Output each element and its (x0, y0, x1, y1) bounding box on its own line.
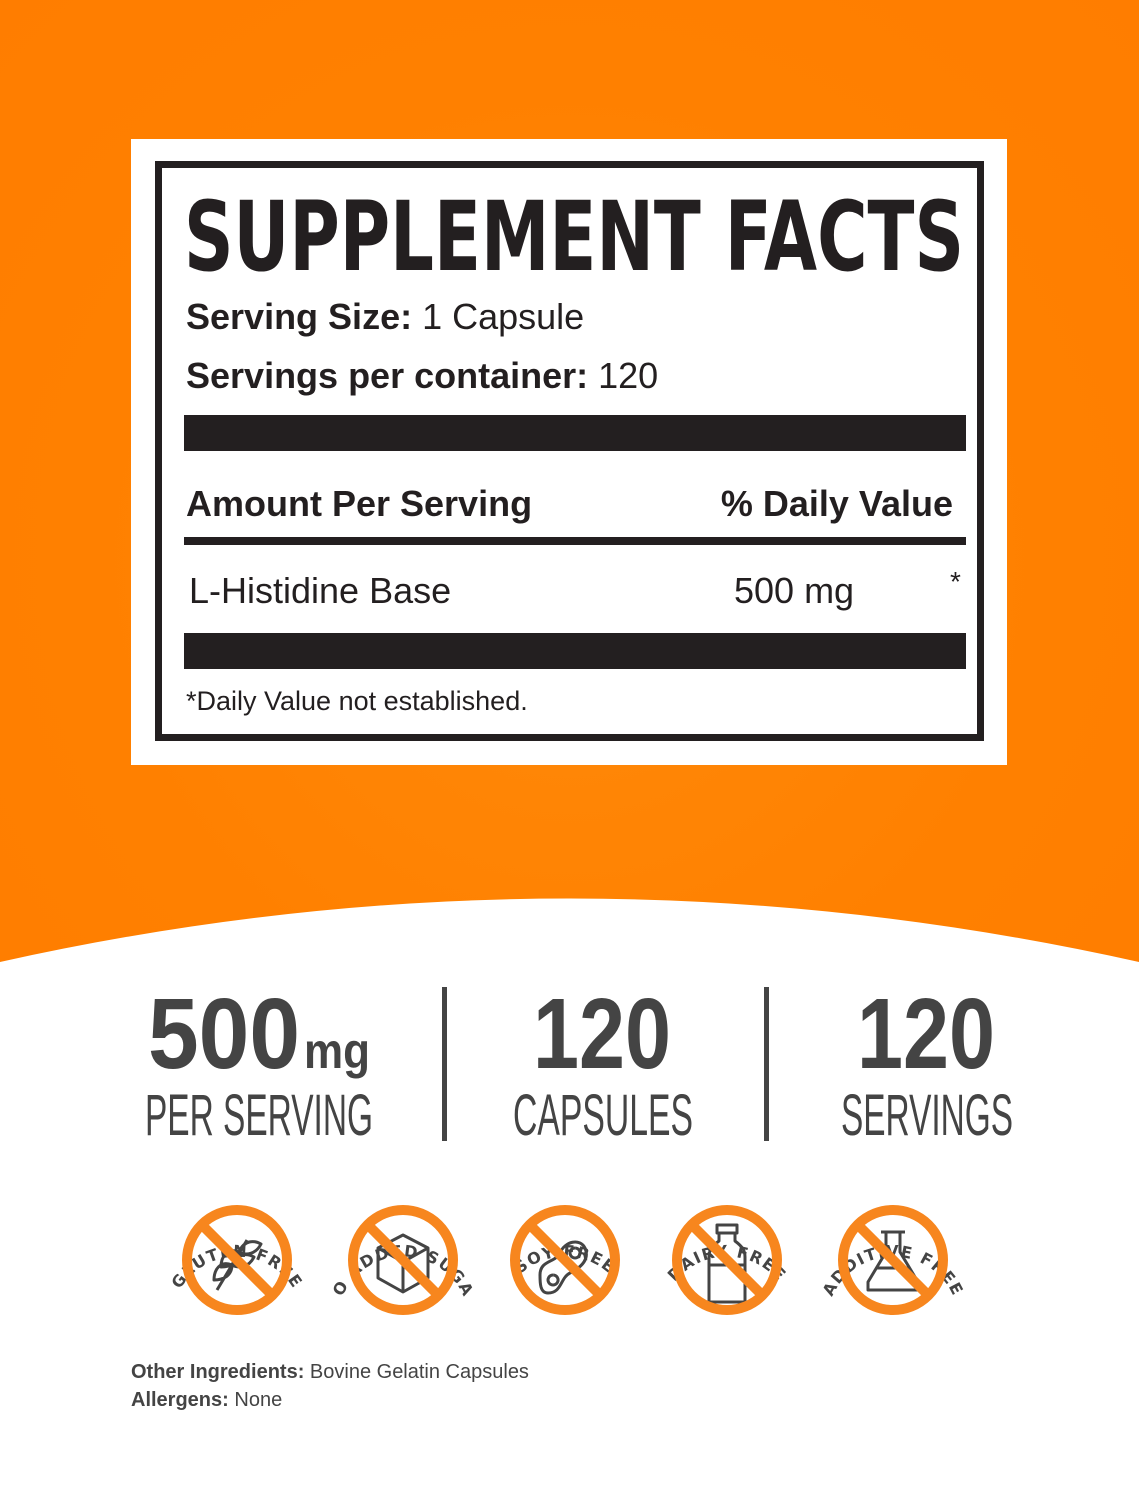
medium-divider (184, 537, 966, 545)
ingredient-amount: 500 mg (734, 570, 855, 611)
wheat-icon (212, 1239, 263, 1291)
facts-title: SUPPLEMENT FACTS (184, 190, 964, 280)
stat-label: CAPSULES (513, 1083, 693, 1145)
amount-header-text: Amount Per Serving (186, 483, 533, 524)
prohibition-slash-icon (526, 1221, 604, 1299)
stat-servings: 120 SERVINGS (841, 985, 1013, 1145)
prohibition-circle-icon (838, 1205, 948, 1315)
allergens-value: None (234, 1389, 283, 1411)
badge-additive-free: ADDITIVE FREE (819, 1205, 966, 1315)
footnote: *Daily Value not established. (186, 686, 528, 716)
prohibition-slash-icon (198, 1221, 276, 1299)
servings-per-container: Servings per container: 120 (186, 355, 658, 397)
badge-no-added-sugar: NO ADDED SUGAR (329, 1205, 476, 1315)
stat-divider (764, 987, 769, 1141)
amount-header: Amount Per Serving (186, 483, 532, 525)
badges-row: GLUTEN FREENO ADDED SUGAR SOY FREE DAIRY F… (167, 1205, 966, 1315)
dv-header-text: % Daily Value (720, 483, 953, 524)
thick-divider-bottom (184, 633, 966, 669)
prohibition-circle-icon (672, 1205, 782, 1315)
servings-value: 120 (598, 355, 659, 396)
servings-label: Servings per container: (186, 355, 589, 396)
stat-per-serving: 500 mg PER SERVING (145, 985, 373, 1145)
prohibition-slash-icon (364, 1221, 442, 1299)
allergens-label: Allergens: (131, 1389, 229, 1411)
thick-divider (184, 415, 966, 451)
prohibition-circle-icon (348, 1205, 458, 1315)
stat-unit: mg (304, 1023, 370, 1079)
dv-header: % Daily Value (721, 483, 953, 525)
facts-title-wrap: SUPPLEMENT FACTS (184, 190, 964, 280)
white-curve (0, 898, 1139, 1010)
prohibition-slash-icon (854, 1221, 932, 1299)
ingredient-name: L-Histidine Base (189, 570, 452, 611)
prohibition-circle-icon (510, 1205, 620, 1315)
stat-value: 120 (533, 985, 671, 1090)
stat-label: PER SERVING (145, 1083, 373, 1145)
supplement-facts-panel: SUPPLEMENT FACTS Serving Size: 1 Capsule… (131, 139, 1007, 765)
badge-soy-free: SOY FREE (510, 1205, 620, 1315)
facts-frame: SUPPLEMENT FACTS Serving Size: 1 Capsule… (155, 161, 984, 741)
stat-label: SERVINGS (841, 1083, 1013, 1145)
other-ingredients-label: Other Ingredients: (131, 1361, 305, 1383)
stat-capsules: 120 CAPSULES (513, 985, 693, 1145)
stat-divider (442, 987, 447, 1141)
prohibition-circle-icon (182, 1205, 292, 1315)
badge-dairy-free: DAIRY FREE (664, 1205, 789, 1315)
badge-gluten-free: GLUTEN FREE (167, 1205, 305, 1315)
serving-size-value: 1 Capsule (422, 296, 585, 337)
serving-size: Serving Size: 1 Capsule (186, 296, 584, 338)
prohibition-slash-icon (688, 1221, 766, 1299)
allergens: Allergens: None (131, 1389, 282, 1412)
ingredient-dv: * (950, 566, 961, 597)
stat-value: 120 (857, 985, 995, 1090)
stat-value: 500 (148, 985, 300, 1090)
other-ingredients-value: Bovine Gelatin Capsules (309, 1361, 529, 1383)
other-ingredients: Other Ingredients: Bovine Gelatin Capsul… (131, 1361, 529, 1384)
serving-size-label: Serving Size: (186, 296, 413, 337)
